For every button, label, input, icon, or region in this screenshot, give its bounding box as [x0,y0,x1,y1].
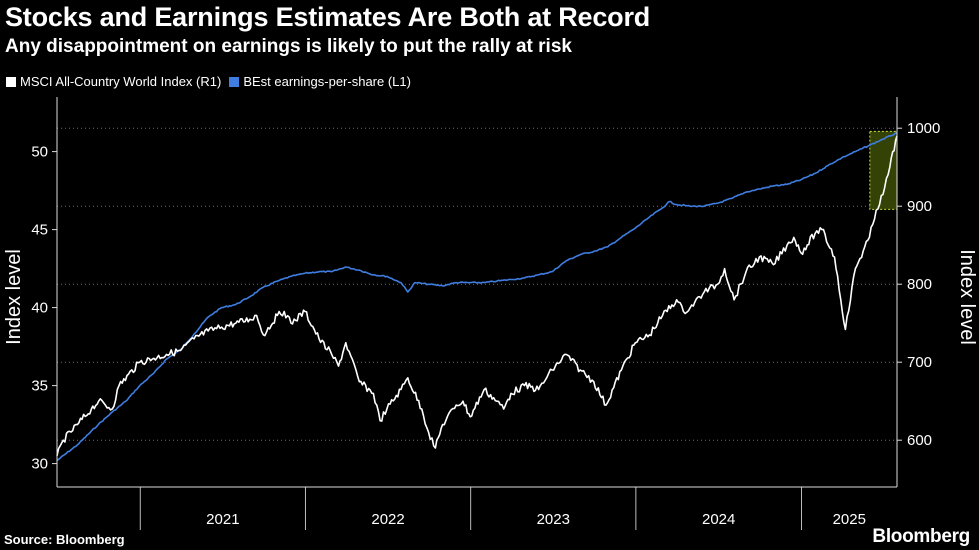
x-tick-label: 2021 [206,511,239,528]
grid-lines [57,127,897,530]
right-tick-label: 600 [907,432,932,449]
legend-swatch-eps [229,76,240,87]
left-tick-label: 30 [31,456,48,473]
bloomberg-logo: Bloomberg [872,526,970,547]
legend-item-msci[interactable]: MSCI All-Country World Index (R1) [6,74,221,89]
msci-series-line [56,135,898,456]
series-layer [56,132,898,462]
legend-swatch-msci [6,76,16,87]
left-tick-label: 40 [31,300,48,317]
x-tick-label: 2025 [833,511,866,528]
x-tick-label: 2024 [702,511,735,528]
left-tick-label: 50 [31,144,48,161]
legend-label-eps: BEst earnings-per-share (L1) [243,74,411,89]
eps-series-line [56,132,898,462]
x-tick-label: 2023 [537,511,570,528]
right-tick-label: 900 [907,198,932,215]
source-note: Source: Bloomberg [4,532,125,547]
left-axis-label: Index level [3,249,25,345]
right-tick-label: 700 [907,354,932,371]
left-tick-label: 45 [31,222,48,239]
legend-label-msci: MSCI All-Country World Index (R1) [20,74,222,89]
legend: MSCI All-Country World Index (R1) BEst e… [6,74,419,89]
right-tick-label: 800 [907,276,932,293]
right-tick-label: 1000 [907,120,940,137]
axes-layer: 30 35 40 45 50 600 700 800 900 1000 2021 2022 2023 20… [31,97,940,528]
chart-subtitle: Any disappointment on earnings is likely… [5,36,572,57]
chart-title: Stocks and Earnings Estimates Are Both a… [5,2,651,32]
left-tick-label: 35 [31,378,48,395]
right-axis-label: Index level [956,249,978,345]
x-tick-label: 2022 [371,511,404,528]
legend-item-eps[interactable]: BEst earnings-per-share (L1) [229,74,411,89]
